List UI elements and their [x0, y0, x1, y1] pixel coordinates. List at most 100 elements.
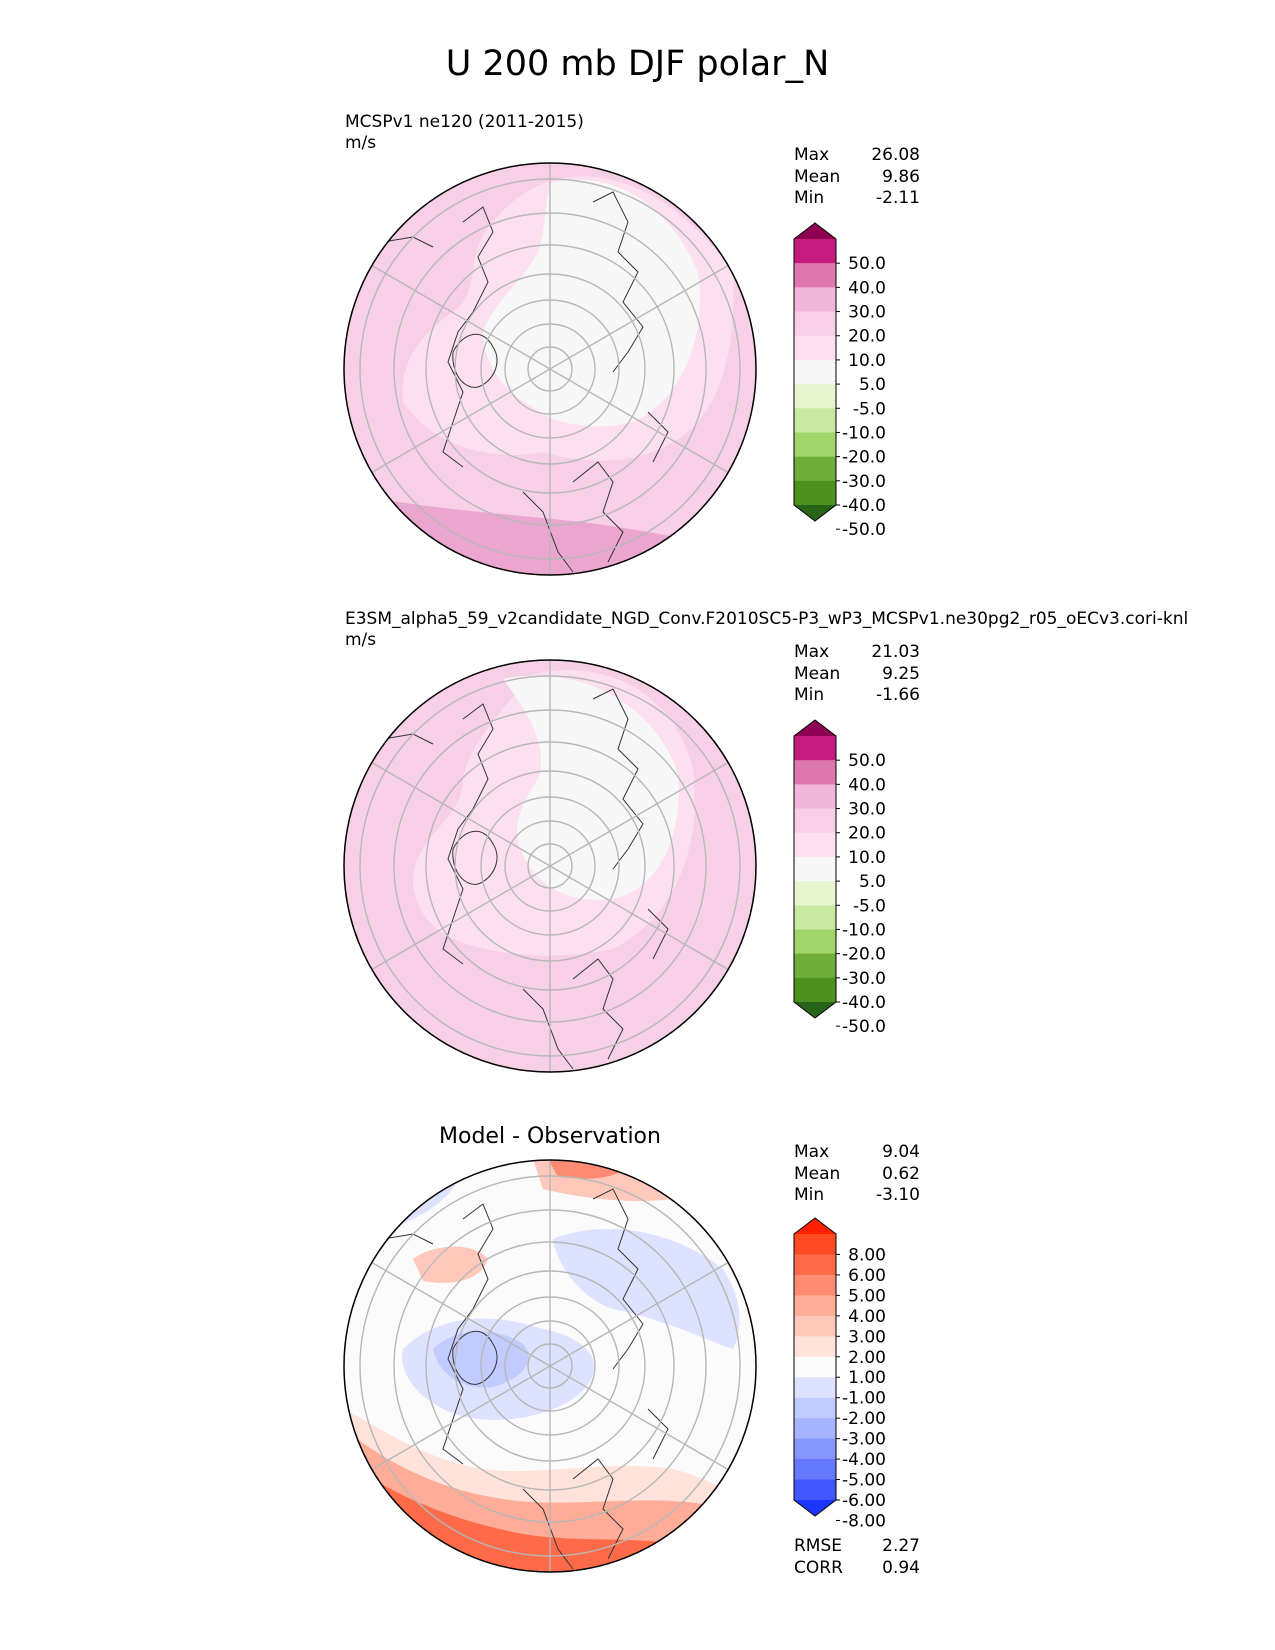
colorbar-extend-top: [794, 1218, 836, 1234]
colorbar-segment: [794, 977, 836, 1003]
colorbar-segment: [794, 1438, 836, 1460]
panel-3-polar-map: [343, 1159, 757, 1573]
colorbar-tick-label: 50.0: [848, 254, 886, 274]
panel-2-polar-map: [343, 659, 757, 1073]
colorbar-tick-label: 5.0: [859, 872, 886, 892]
colorbar-tick-label: -8.00: [842, 1511, 886, 1531]
panel-2-colorbar: 50.0 40.0 30.0 20.0 10.0 5.0 -5.0 -10.0 -20.0 -30…: [793, 719, 886, 1037]
panel-2-graticule: [359, 660, 741, 1072]
colorbar-tick-label: 50.0: [848, 751, 886, 771]
colorbar-segment: [794, 832, 836, 858]
colorbar-tick-label: 1.00: [848, 1368, 886, 1388]
colorbar-segment: [794, 905, 836, 930]
colorbar-segment: [794, 239, 836, 264]
colorbar-tick-label: 6.00: [848, 1266, 886, 1286]
colorbar-segment: [794, 1356, 836, 1378]
panel-2-units: m/s: [345, 630, 377, 650]
panel-3-map-boundary: [343, 1159, 757, 1573]
colorbar-tick-label: 20.0: [848, 327, 886, 347]
colorbar-extend-top: [794, 720, 836, 736]
colorbar-tick-label: 40.0: [848, 775, 886, 795]
stat-value: -1.66: [876, 685, 920, 705]
colorbar-tick-label: -30.0: [842, 969, 886, 989]
colorbar-segment: [794, 1295, 836, 1317]
panel-1-graticule: [359, 163, 741, 575]
field-pos-central-asia: [413, 1246, 488, 1283]
panel-2-map-boundary: [343, 659, 757, 1073]
stat-value: 9.04: [882, 1142, 920, 1162]
colorbar-extend-top: [794, 223, 836, 239]
colorbar-tick-label: -5.0: [853, 399, 886, 419]
stat-value: -2.11: [876, 188, 920, 208]
colorbar-segment: [794, 1234, 836, 1255]
colorbar-tick-label: 30.0: [848, 303, 886, 323]
colorbar-segment: [794, 384, 836, 409]
colorbar-tick-label: -30.0: [842, 472, 886, 492]
colorbar-segment: [794, 1377, 836, 1399]
field-neg-pacific: [553, 1229, 740, 1349]
colorbar-segment: [794, 263, 836, 288]
colorbar-segment: [794, 808, 836, 834]
colorbar-tick-label: 10.0: [848, 848, 886, 868]
colorbar-tick-label: -3.00: [842, 1430, 886, 1450]
colorbar-extend-bottom: [794, 505, 836, 521]
colorbar-segment: [794, 736, 836, 761]
colorbar-tick-label: 5.0: [859, 375, 886, 395]
panel-1-stats: Max 26.08 Mean 9.86 Min -2.11: [794, 145, 920, 210]
colorbar-tick-label: -5.00: [842, 1471, 886, 1491]
panel-3-stats: Max 9.04 Mean 0.62 Min -3.10: [794, 1142, 920, 1207]
colorbar-tick-label: 20.0: [848, 824, 886, 844]
colorbar-tick-label: -1.00: [842, 1389, 886, 1409]
panel-3-title: Model - Observation: [439, 1124, 661, 1149]
colorbar-segment: [794, 929, 836, 955]
colorbar-segment: [794, 784, 836, 810]
colorbar-tick-label: -50.0: [842, 1017, 886, 1037]
stat-label: Max: [794, 642, 830, 662]
colorbar-segment: [794, 287, 836, 313]
colorbar-segment: [794, 480, 836, 506]
stat-label: Mean: [794, 166, 841, 187]
figure-title: U 200 mb DJF polar_N: [445, 44, 830, 84]
colorbar-tick-label: 2.00: [848, 1348, 886, 1368]
panel-3-metrics: RMSE 2.27 CORR 0.94: [794, 1536, 920, 1579]
colorbar-tick-label: -5.0: [853, 896, 886, 916]
colorbar-tick-label: -20.0: [842, 945, 886, 965]
metric-label: RMSE: [794, 1536, 843, 1556]
metric-label: CORR: [794, 1557, 843, 1578]
colorbar-tick-label: -6.00: [842, 1491, 886, 1511]
panel-1-title: MCSPv1 ne120 (2011-2015): [345, 112, 584, 132]
stat-value: 9.25: [882, 663, 920, 684]
panel-1-colorbar: 50.0 40.0 30.0 20.0 10.0 5.0 -5.0 -10.0 -20.0 -30…: [793, 222, 886, 540]
colorbar-segment: [794, 1274, 836, 1296]
colorbar-segment: [794, 953, 836, 979]
colorbar-tick-label: -4.00: [842, 1450, 886, 1470]
colorbar-segment: [794, 1459, 836, 1481]
colorbar-segment: [794, 1479, 836, 1501]
colorbar-tick-label: -50.0: [842, 520, 886, 540]
stat-value: 21.03: [871, 642, 920, 662]
stat-value: 9.86: [882, 166, 920, 187]
panel-1-map-boundary: [343, 162, 757, 576]
panel-3-graticule: [359, 1160, 741, 1572]
stat-label: Min: [794, 685, 825, 705]
colorbar-segment: [794, 1397, 836, 1419]
colorbar-tick-label: 5.00: [848, 1286, 886, 1306]
panel-1-polar-map: [343, 162, 757, 576]
panel-1-units: m/s: [345, 133, 377, 153]
colorbar-segment: [794, 1336, 836, 1358]
colorbar-extend-bottom: [794, 1002, 836, 1018]
colorbar-tick-label: 10.0: [848, 351, 886, 371]
colorbar-segment: [794, 1254, 836, 1276]
panel-3-colorbar: 8.006.005.004.003.002.001.00-1.00-2.00-3…: [793, 1217, 886, 1531]
colorbar-segment: [794, 408, 836, 433]
colorbar-segment: [794, 760, 836, 785]
colorbar-segment: [794, 311, 836, 337]
stat-value: 0.62: [882, 1163, 920, 1184]
colorbar-tick-label: -20.0: [842, 448, 886, 468]
colorbar-segment: [794, 856, 836, 882]
stat-label: Mean: [794, 1163, 841, 1184]
colorbar-tick-label: 4.00: [848, 1307, 886, 1327]
stat-value: 26.08: [871, 145, 920, 165]
colorbar-tick-label: -40.0: [842, 496, 886, 516]
field-near-zero: [483, 179, 700, 427]
